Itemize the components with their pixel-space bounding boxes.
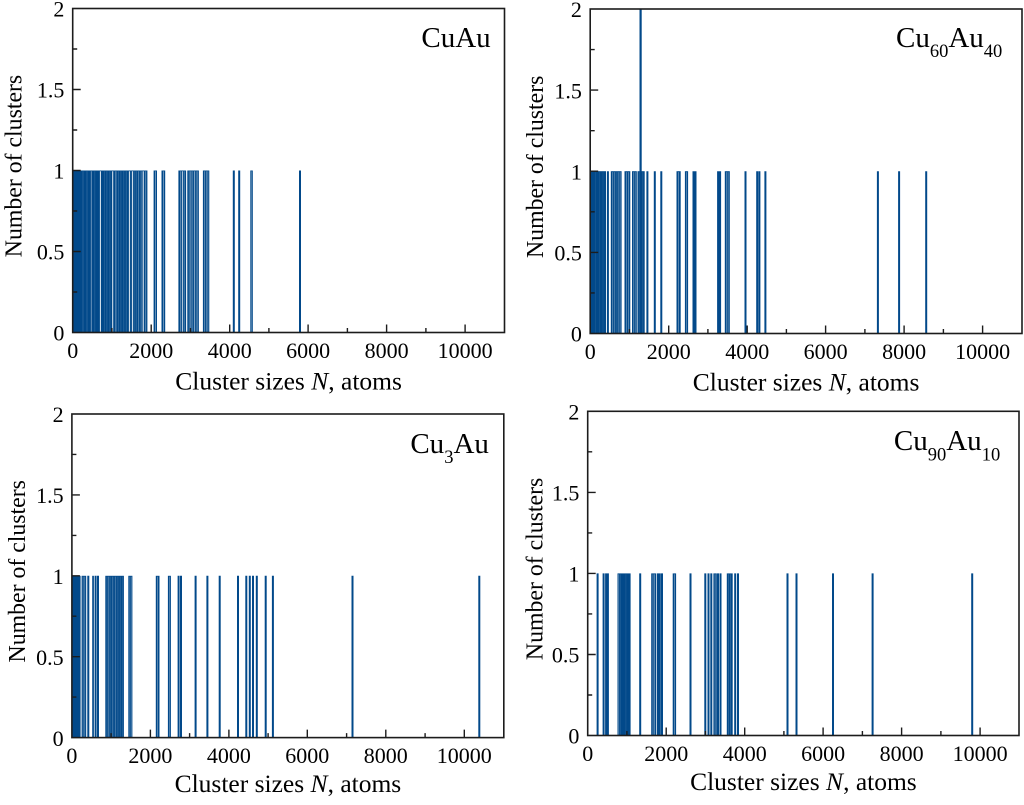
svg-text:Number of clusters: Number of clusters xyxy=(5,480,31,662)
svg-text:0: 0 xyxy=(571,322,582,347)
svg-text:0: 0 xyxy=(582,741,593,766)
svg-text:1: 1 xyxy=(53,564,64,589)
svg-text:CuAu: CuAu xyxy=(421,22,490,54)
svg-text:8000: 8000 xyxy=(880,741,924,766)
svg-text:0: 0 xyxy=(53,726,64,751)
svg-text:10000: 10000 xyxy=(955,339,1010,364)
svg-text:0: 0 xyxy=(66,743,77,768)
svg-text:4000: 4000 xyxy=(723,741,767,766)
svg-text:Cluster sizes N, atoms: Cluster sizes N, atoms xyxy=(175,769,402,798)
svg-text:Cluster sizes N, atoms: Cluster sizes N, atoms xyxy=(175,366,402,395)
svg-text:2000: 2000 xyxy=(129,338,173,363)
svg-text:2000: 2000 xyxy=(647,339,691,364)
svg-text:1.5: 1.5 xyxy=(36,483,64,508)
svg-text:0: 0 xyxy=(53,321,64,346)
svg-text:1: 1 xyxy=(53,159,64,184)
svg-text:6000: 6000 xyxy=(285,743,329,768)
svg-text:8000: 8000 xyxy=(365,338,409,363)
svg-text:Number of clusters: Number of clusters xyxy=(523,76,549,258)
svg-text:0: 0 xyxy=(568,724,579,749)
svg-text:0: 0 xyxy=(585,339,596,364)
svg-text:0: 0 xyxy=(67,338,78,363)
svg-text:6000: 6000 xyxy=(804,339,848,364)
svg-text:0.5: 0.5 xyxy=(36,645,64,670)
svg-text:0.5: 0.5 xyxy=(554,241,582,266)
svg-text:4000: 4000 xyxy=(207,743,251,768)
svg-text:Cluster sizes N, atoms: Cluster sizes N, atoms xyxy=(693,367,920,396)
svg-text:2000: 2000 xyxy=(128,743,172,768)
svg-text:Number of clusters: Number of clusters xyxy=(523,478,549,660)
svg-text:0.5: 0.5 xyxy=(37,240,65,265)
svg-text:4000: 4000 xyxy=(725,339,769,364)
svg-text:2: 2 xyxy=(53,0,64,22)
svg-text:10000: 10000 xyxy=(953,741,1008,766)
svg-text:10000: 10000 xyxy=(438,338,493,363)
svg-text:10000: 10000 xyxy=(437,743,492,768)
svg-text:2: 2 xyxy=(53,402,64,427)
svg-text:1.5: 1.5 xyxy=(554,78,582,103)
svg-text:2: 2 xyxy=(568,400,579,425)
svg-text:1: 1 xyxy=(568,562,579,587)
svg-text:1: 1 xyxy=(571,159,582,184)
svg-text:2: 2 xyxy=(571,0,582,22)
svg-text:Cluster sizes N, atoms: Cluster sizes N, atoms xyxy=(690,767,917,796)
svg-text:6000: 6000 xyxy=(286,338,330,363)
svg-text:1.5: 1.5 xyxy=(37,78,65,103)
svg-text:6000: 6000 xyxy=(801,741,845,766)
svg-text:8000: 8000 xyxy=(364,743,408,768)
svg-text:Number of clusters: Number of clusters xyxy=(2,75,28,257)
svg-text:8000: 8000 xyxy=(882,339,926,364)
svg-text:4000: 4000 xyxy=(208,338,252,363)
svg-text:1.5: 1.5 xyxy=(552,481,580,506)
svg-text:2000: 2000 xyxy=(644,741,688,766)
svg-text:0.5: 0.5 xyxy=(552,643,580,668)
